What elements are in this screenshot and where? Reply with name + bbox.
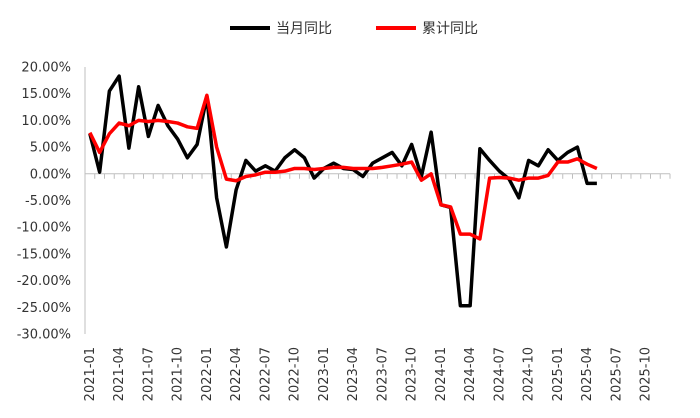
legend-label-monthly-yoy: 当月同比 (276, 21, 332, 37)
y-tick-label: -5.00% (25, 194, 71, 209)
y-axis: 20.00% 15.00% 10.00% 5.00% 0.00% -5.00% -10.00… (17, 61, 86, 343)
y-tick-label: 0.00% (30, 167, 71, 182)
y-tick-label: -10.00% (17, 221, 71, 236)
series-line-monthly-yoy (88, 74, 597, 308)
x-tick-label: 2023-10 (405, 347, 420, 401)
y-tick-label: 15.00% (21, 87, 71, 102)
x-tick-label: 2023-07 (375, 347, 390, 401)
y-tick-label: 10.00% (21, 114, 71, 129)
x-tick-label: 2025-01 (551, 347, 566, 401)
x-tick-label: 2022-01 (200, 347, 215, 401)
x-tick-label: 2025-04 (580, 347, 595, 401)
x-tick-label: 2025-10 (639, 347, 654, 401)
x-tick-label: 2023-01 (317, 347, 332, 401)
x-tick-label: 2021-01 (83, 347, 98, 401)
series-line-cumulative-yoy (88, 93, 598, 241)
x-tick-label: 2024-04 (463, 347, 478, 401)
x-tick-label: 2021-10 (171, 347, 186, 401)
legend: 当月同比 累计同比 (230, 21, 478, 37)
x-tick-label: 2025-07 (609, 347, 624, 401)
y-tick-label: -25.00% (17, 301, 71, 316)
x-tick-label: 2021-04 (112, 347, 127, 401)
x-tick-label: 2024-07 (492, 347, 507, 401)
x-tick-label: 2023-04 (346, 347, 361, 401)
series-layer (88, 74, 598, 308)
x-tick-label: 2022-04 (229, 347, 244, 401)
y-tick-label: -30.00% (17, 328, 71, 343)
x-tick-label: 2024-01 (434, 347, 449, 401)
y-tick-label: 5.00% (30, 141, 71, 156)
x-tick-label: 2021-07 (141, 347, 156, 401)
y-tick-label: -15.00% (17, 247, 71, 262)
x-axis: 2021-01 2021-04 2021-07 2021-10 2022-01 2022-… (83, 173, 671, 401)
y-tick-label: -20.00% (17, 274, 71, 289)
legend-label-cumulative-yoy: 累计同比 (422, 21, 478, 37)
x-tick-label: 2022-07 (258, 347, 273, 401)
x-tick-label: 2024-10 (522, 347, 537, 401)
x-tick-label: 2022-10 (288, 347, 303, 401)
y-tick-label: 20.00% (21, 61, 71, 76)
